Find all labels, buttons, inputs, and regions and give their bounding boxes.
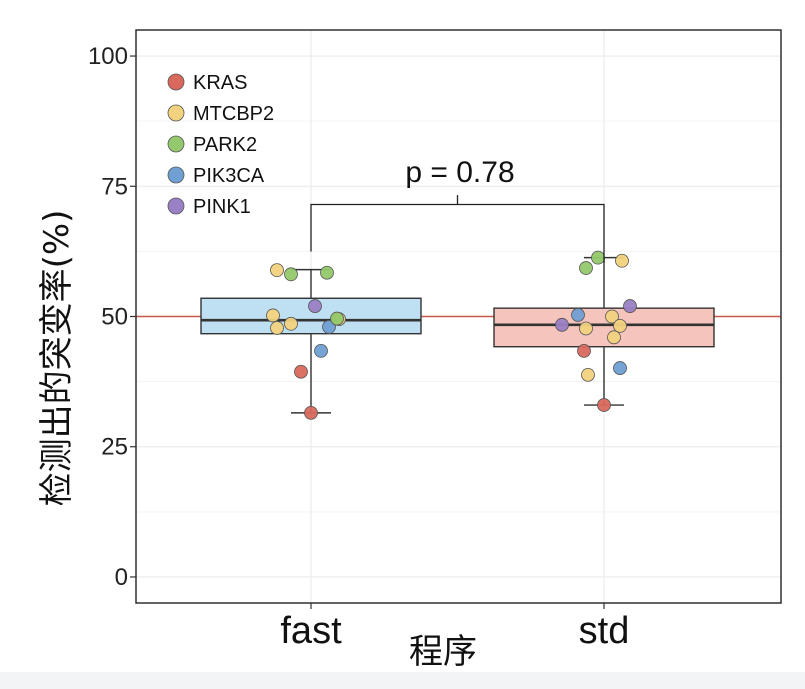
- point-pik3ca: [314, 343, 328, 358]
- point-mtcbp2: [613, 318, 627, 333]
- point-mtcbp2: [605, 309, 619, 324]
- y-axis-ticks: 0 25 50 75 100: [88, 43, 136, 591]
- legend-item-mtcbp2: MTCBP2: [167, 103, 274, 125]
- point-kras: [304, 405, 318, 420]
- y-tick-label: 25: [101, 434, 128, 461]
- legend-item-pink1: PINK1: [167, 196, 251, 218]
- point-kras: [577, 343, 591, 358]
- legend-marker: [167, 104, 185, 122]
- y-tick-label: 75: [101, 173, 128, 200]
- point-mtcbp2: [266, 308, 280, 323]
- legend-label: PARK2: [193, 134, 257, 156]
- y-tick-label: 0: [115, 564, 128, 591]
- point-park2: [284, 267, 298, 282]
- point-pik3ca: [571, 308, 585, 322]
- legend-item-park2: PARK2: [167, 134, 257, 156]
- significance-bracket: [310, 195, 605, 263]
- data-points: [266, 250, 637, 420]
- point-mtcbp2: [579, 321, 593, 336]
- point-mtcbp2: [284, 316, 298, 331]
- legend: KRAS MTCBP2 PARK2 PIK3CA PINK1: [167, 72, 274, 218]
- legend-label: MTCBP2: [193, 103, 274, 125]
- y-axis-title: 检测出的突变率(%): [37, 210, 77, 507]
- point-mtcbp2: [615, 253, 629, 268]
- point-park2: [579, 261, 593, 275]
- point-pink1: [308, 299, 322, 313]
- legend-label: PINK1: [193, 196, 251, 218]
- x-axis-ticks: fast std: [280, 603, 629, 652]
- point-park2: [330, 311, 344, 326]
- point-mtcbp2: [581, 367, 595, 382]
- box-iqr: [493, 307, 715, 348]
- y-tick-label: 50: [101, 304, 128, 331]
- legend-marker: [167, 135, 185, 153]
- legend-item-kras: KRAS: [167, 72, 247, 94]
- point-park2: [591, 250, 605, 265]
- legend-item-pik3ca: PIK3CA: [167, 165, 265, 187]
- x-tick-label: std: [579, 610, 630, 652]
- legend-marker: [167, 197, 185, 215]
- point-pink1: [555, 317, 569, 332]
- x-axis-title: 程序: [409, 632, 477, 672]
- legend-label: PIK3CA: [193, 165, 265, 187]
- box-fast: [200, 268, 422, 414]
- point-pik3ca: [322, 320, 336, 334]
- box-std: [493, 256, 715, 406]
- x-tick-label: fast: [280, 610, 342, 652]
- point-park2: [320, 265, 334, 280]
- point-pink1: [623, 299, 637, 313]
- p-value-label: p = 0.78: [405, 156, 514, 189]
- point-kras: [294, 364, 308, 379]
- point-mtcbp2: [270, 263, 284, 278]
- legend-marker: [167, 73, 185, 91]
- legend-label: KRAS: [193, 72, 247, 94]
- box-iqr: [200, 297, 422, 335]
- significance-annotation: p = 0.78: [310, 156, 605, 263]
- point-pik3ca: [613, 361, 627, 375]
- point-mtcbp2: [270, 321, 284, 335]
- bottom-strip: [0, 672, 805, 689]
- point-mtcbp2: [607, 330, 621, 345]
- y-tick-label: 100: [88, 43, 128, 70]
- point-kras: [597, 398, 611, 412]
- legend-marker: [167, 166, 185, 184]
- boxplots: [200, 256, 715, 414]
